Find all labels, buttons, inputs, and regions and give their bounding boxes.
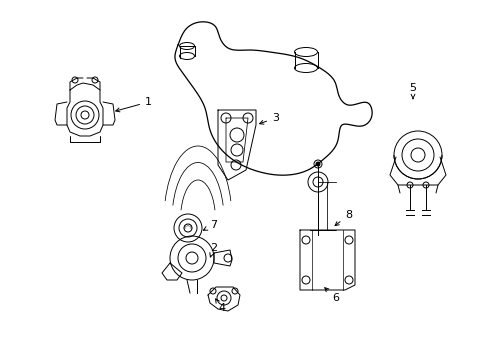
Text: 2: 2 bbox=[209, 243, 217, 257]
Text: 4: 4 bbox=[215, 299, 224, 313]
Text: 7: 7 bbox=[203, 220, 217, 230]
Ellipse shape bbox=[294, 48, 317, 57]
Ellipse shape bbox=[179, 42, 194, 49]
Text: 5: 5 bbox=[408, 83, 416, 99]
Text: 6: 6 bbox=[324, 288, 338, 303]
Text: 8: 8 bbox=[334, 210, 351, 226]
Circle shape bbox=[315, 162, 319, 166]
Text: 1: 1 bbox=[116, 97, 152, 112]
Text: 3: 3 bbox=[259, 113, 279, 124]
